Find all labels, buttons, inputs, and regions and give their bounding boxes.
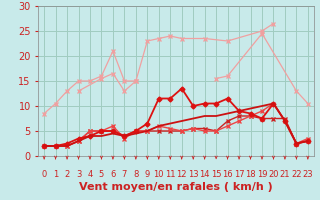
X-axis label: Vent moyen/en rafales ( km/h ): Vent moyen/en rafales ( km/h ) bbox=[79, 182, 273, 192]
